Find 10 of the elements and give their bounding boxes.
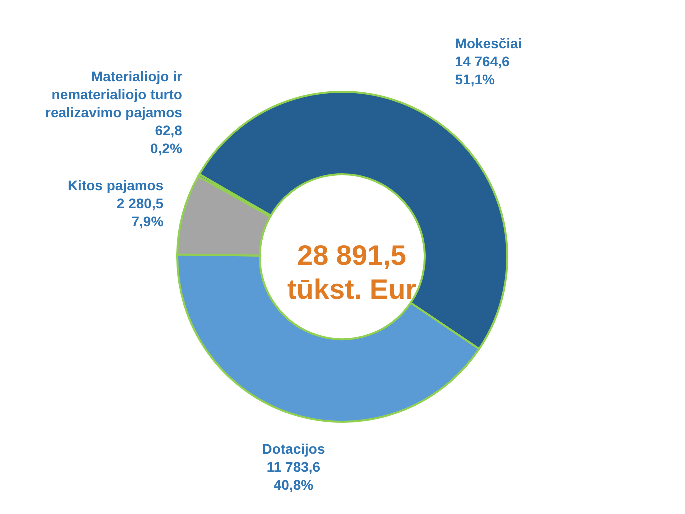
text: 28 891,5 — [298, 240, 406, 271]
slice-label: Kitos pajamos — [68, 178, 164, 194]
slice-label: Mokesčiai — [455, 36, 522, 52]
data-label: 11 783,6 40,8% — [266, 459, 321, 494]
slice-label: Materialiojo ir nematerialiojo turto realizavimo pajamos — [46, 68, 184, 121]
data-label: 2 280,5 7,9% — [116, 196, 164, 230]
slice-label: Dotacijos — [262, 441, 326, 458]
text: tūkst. Eur — [287, 274, 417, 305]
data-label: 62,8 0,2% — [150, 122, 184, 157]
data-label: 14 764,6 51,1% — [455, 54, 510, 88]
